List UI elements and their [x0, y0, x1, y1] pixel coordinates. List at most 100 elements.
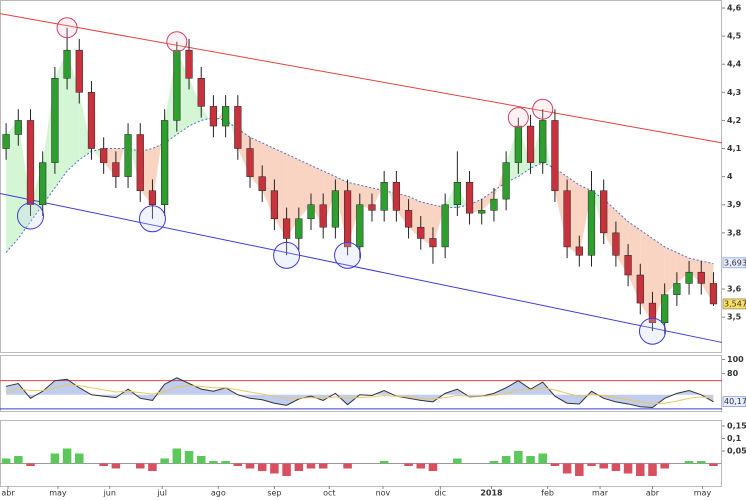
x-tick-label: nov: [376, 489, 391, 498]
trendline: [0, 193, 723, 343]
histogram-bar: [562, 463, 572, 474]
candle-body: [307, 204, 315, 220]
trendline: [0, 13, 723, 144]
candle-body: [295, 218, 303, 239]
candle-body: [465, 182, 474, 214]
x-tick-label: dic: [434, 489, 446, 498]
candle-body: [539, 120, 547, 163]
candle-body: [283, 218, 291, 239]
histogram-bar: [611, 463, 621, 471]
histogram-bar: [294, 463, 304, 471]
histogram-bar: [453, 458, 462, 464]
y-tick-label: 4,6: [727, 4, 742, 13]
candle-body: [26, 120, 35, 205]
histogram-bar: [282, 463, 291, 476]
ma-gap-fill: [493, 162, 507, 200]
y-tick-label: 0,15: [727, 422, 746, 431]
histogram-bar: [111, 463, 121, 469]
ma-gap-fill: [359, 185, 372, 211]
histogram-bar: [14, 456, 23, 464]
low-circle: [138, 205, 166, 233]
histogram-bar: [587, 463, 596, 466]
histogram-bar: [306, 463, 316, 469]
low-circle: [273, 241, 301, 269]
candle-body: [87, 92, 96, 149]
histogram-bar: [709, 463, 718, 466]
low-circle: [334, 241, 362, 269]
candle-body: [124, 134, 132, 177]
candle-body: [587, 190, 596, 256]
x-tick-label: mar: [592, 489, 609, 498]
candle-body: [209, 106, 218, 127]
histogram-bar: [379, 461, 389, 464]
histogram-bar: [245, 463, 255, 469]
candle-body: [234, 106, 242, 149]
candle-body: [51, 78, 59, 163]
y-tick-label: 0,05: [727, 447, 746, 456]
value-tag: 40,179: [724, 397, 746, 406]
histogram-bar: [550, 463, 560, 466]
candle-body: [648, 302, 657, 324]
price-tag-box: [722, 257, 746, 269]
candle-body: [490, 198, 498, 211]
x-tick-label: jul: [156, 489, 167, 498]
candle-body: [222, 106, 230, 127]
candle-body: [112, 162, 120, 177]
histogram-bar: [1, 458, 11, 464]
y-tick-label: 80: [727, 369, 739, 378]
y-tick-label: 3,8: [727, 228, 742, 237]
candle-body: [551, 120, 559, 191]
x-tick-label: sep: [267, 489, 281, 498]
candle-body: [526, 125, 535, 163]
histogram-bar: [684, 461, 694, 464]
candle-body: [161, 120, 169, 205]
candle-body: [575, 246, 583, 256]
ma-gap-fill: [676, 252, 690, 284]
candle-body: [173, 49, 181, 121]
ma-gap-fill: [286, 154, 299, 239]
candle-body: [197, 78, 205, 107]
y-tick-label: 100: [727, 355, 744, 364]
ma-gap-fill: [664, 246, 677, 295]
histogram-bar: [209, 461, 218, 464]
candle-body: [502, 162, 510, 200]
candle-body: [75, 49, 83, 93]
histogram-panel: [0, 420, 722, 487]
candle-body: [661, 294, 669, 324]
y-tick-label: 4,3: [727, 88, 741, 97]
histogram-bar: [160, 458, 169, 464]
histogram-bar: [538, 453, 547, 464]
x-tick-label: jun: [103, 489, 116, 498]
candle-body: [343, 190, 352, 248]
candle-body: [380, 182, 388, 211]
histogram-bar: [75, 453, 84, 464]
histogram-bar: [648, 463, 657, 476]
histogram-bar: [26, 463, 35, 466]
y-tick-label: 4,5: [727, 32, 742, 41]
candle-body: [2, 134, 10, 149]
ma-gap-fill: [115, 134, 129, 177]
oscillator-line: [6, 384, 714, 405]
histogram-bar: [636, 463, 645, 476]
candle-body: [319, 204, 327, 228]
histogram-bar: [575, 463, 584, 476]
price-tag: 3,6932: [724, 258, 746, 267]
oscillator-panel: [0, 355, 722, 412]
candle-body: [697, 271, 705, 284]
histogram-bar: [623, 463, 633, 474]
histogram-bar: [404, 463, 413, 466]
high-circle: [166, 31, 188, 53]
candle-body: [270, 190, 279, 220]
price-tag: 3,547: [724, 299, 746, 308]
candle-body: [624, 255, 632, 276]
high-circle: [532, 98, 554, 120]
y-tick-label: 3,5: [727, 313, 742, 322]
candle-body: [39, 162, 47, 205]
candle-body: [563, 190, 571, 248]
candle-body: [392, 182, 400, 211]
x-tick-label: may: [694, 489, 712, 498]
y-tick-label: 4,2: [727, 116, 741, 125]
candle-body: [709, 283, 718, 305]
ma-gap-fill: [67, 50, 80, 172]
